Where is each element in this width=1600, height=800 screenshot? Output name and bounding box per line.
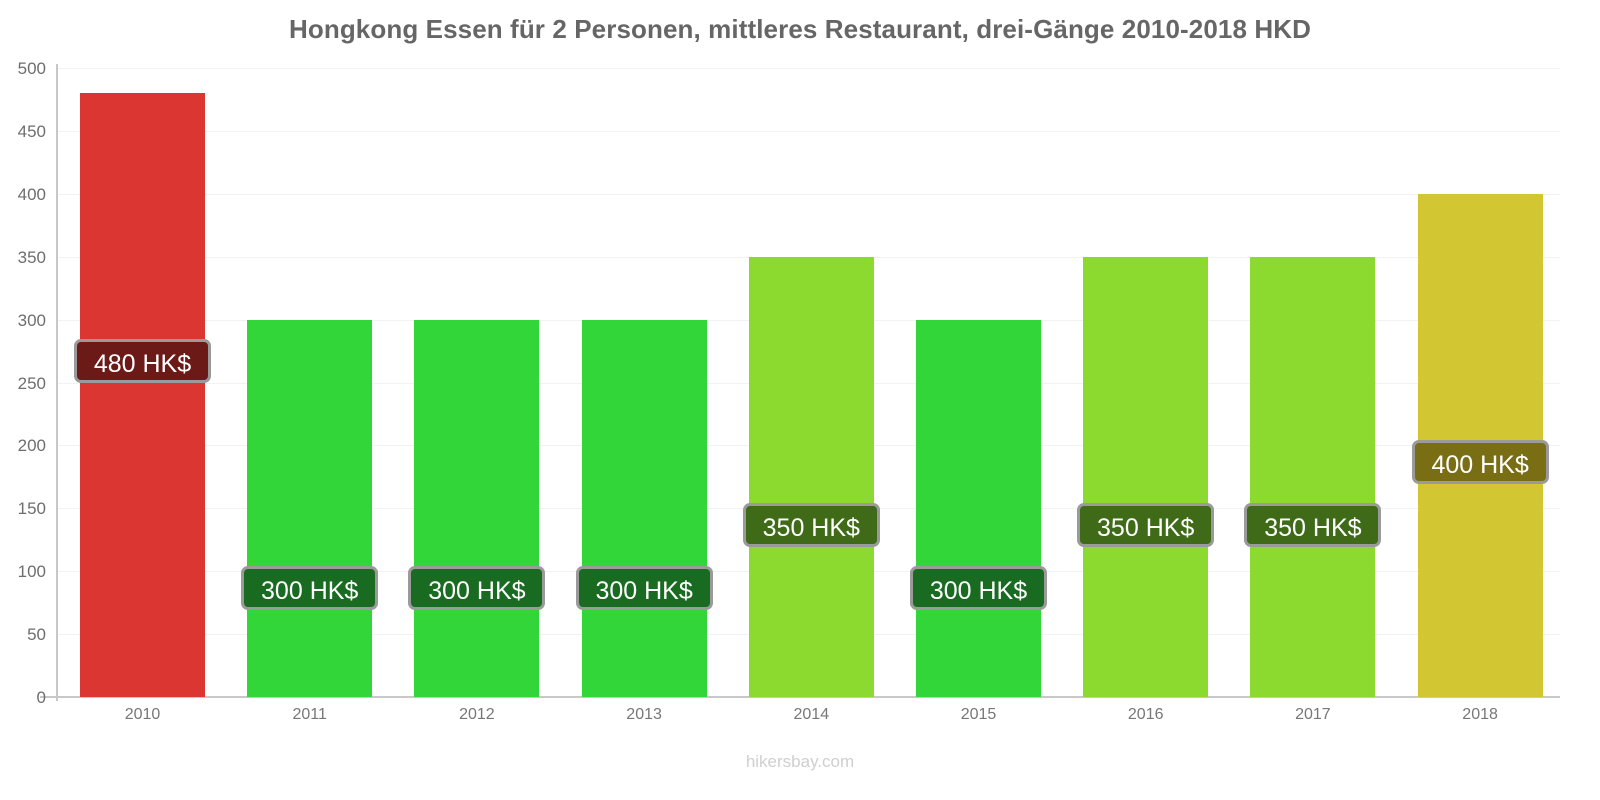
bar-value-label: 300 HK$ [575, 565, 713, 610]
y-axis-tick-label: 250 [17, 373, 46, 393]
x-axis-line [40, 696, 1560, 698]
x-axis-tick-label: 2014 [793, 706, 830, 723]
x-axis-tick-label: 2010 [124, 706, 161, 723]
x-axis-tick-label: 2016 [1127, 706, 1164, 723]
y-axis-tick-label: 150 [17, 499, 46, 519]
bar[interactable] [1083, 256, 1209, 697]
y-axis-tick-label: 350 [17, 247, 46, 267]
bar-value-label: 350 HK$ [1244, 502, 1382, 547]
y-axis-tick-label: 300 [17, 310, 46, 330]
bar-value-label: 480 HK$ [74, 339, 211, 384]
bar[interactable] [748, 256, 874, 697]
x-axis-tick-label: 2011 [292, 706, 327, 723]
y-axis-tick-label: 450 [17, 121, 46, 141]
footer-credit: hikersbay.com [745, 752, 855, 771]
y-axis-tick-label: 500 [17, 59, 46, 78]
y-axis-line [56, 64, 58, 701]
gridline [57, 193, 1560, 195]
bar-value-label: 300 HK$ [241, 565, 379, 610]
bar[interactable] [1250, 256, 1376, 697]
y-axis-tick-label: 0 [36, 688, 46, 707]
bar[interactable] [916, 319, 1041, 697]
chart-title: Hongkong Essen für 2 Personen, mittleres… [288, 14, 1311, 44]
y-axis-tick-label: 100 [17, 562, 46, 582]
y-axis-tick-label: 200 [17, 436, 46, 456]
y-axis-tick-label: 50 [27, 625, 46, 645]
bar[interactable] [414, 319, 540, 697]
gridline [57, 130, 1560, 132]
bar[interactable] [581, 319, 707, 697]
bar-value-label: 300 HK$ [408, 565, 546, 610]
x-axis-tick-label: 2012 [459, 706, 495, 723]
y-axis-tick-label: 400 [17, 184, 46, 204]
bar[interactable] [247, 319, 373, 697]
bar-value-label: 350 HK$ [1077, 502, 1215, 547]
x-axis-tick-label: 2013 [626, 706, 662, 723]
x-axis-tick-label: 2018 [1462, 706, 1498, 723]
bar-value-label: 350 HK$ [742, 502, 880, 547]
bar[interactable] [80, 93, 205, 697]
bar-value-label: 400 HK$ [1411, 439, 1549, 484]
x-axis-tick-label: 2015 [960, 706, 997, 723]
gridline [57, 68, 1560, 69]
bar-value-label: 300 HK$ [910, 565, 1047, 610]
x-axis-tick-label: 2017 [1295, 706, 1331, 723]
